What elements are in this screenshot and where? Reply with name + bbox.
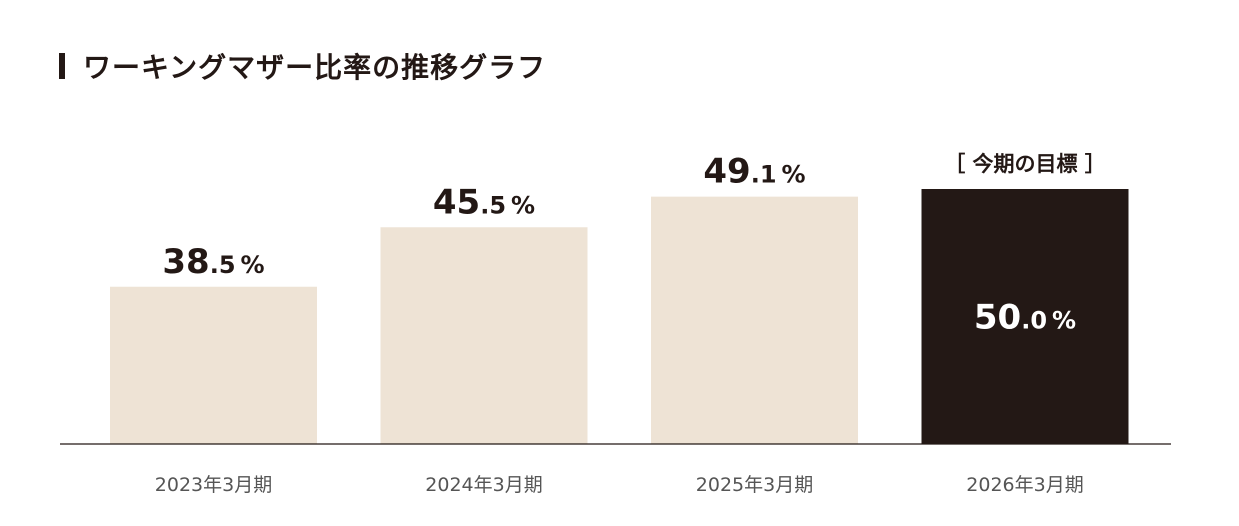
chart-title-row: ワーキングマザー比率の推移グラフ — [59, 48, 546, 84]
target-annotation: ［ 今期の目標 ］ — [944, 152, 1106, 176]
bar-2 — [380, 227, 588, 444]
x-tick-label-2: 2024年3月期 — [425, 474, 542, 496]
title-accent-bar — [59, 53, 65, 79]
data-label-unit: % — [511, 191, 535, 219]
data-label-unit: % — [1052, 307, 1076, 335]
data-label-3: 49.1% — [703, 152, 805, 192]
data-label-dec: .1 — [751, 161, 777, 189]
data-label-unit: % — [241, 251, 265, 279]
bar-3 — [651, 196, 858, 444]
bar-4 — [921, 189, 1129, 444]
bar-1 — [110, 286, 317, 444]
data-label-int: 50 — [974, 298, 1021, 338]
x-tick-label-1: 2023年3月期 — [155, 474, 272, 496]
x-tick-label-4: 2026年3月期 — [966, 474, 1083, 496]
data-label-4: 50.0% — [974, 298, 1076, 338]
x-tick-label-3: 2025年3月期 — [696, 474, 813, 496]
data-label-dec: .0 — [1021, 307, 1047, 335]
data-label-2: 45.5% — [433, 182, 535, 222]
data-label-int: 45 — [433, 182, 480, 222]
data-label-dec: .5 — [210, 251, 236, 279]
data-label-int: 38 — [162, 242, 209, 282]
data-label-1: 38.5% — [162, 242, 264, 282]
data-label-int: 49 — [703, 152, 750, 192]
chart-title: ワーキングマザー比率の推移グラフ — [83, 51, 547, 84]
data-label-unit: % — [782, 161, 806, 189]
data-label-dec: .5 — [480, 191, 506, 219]
